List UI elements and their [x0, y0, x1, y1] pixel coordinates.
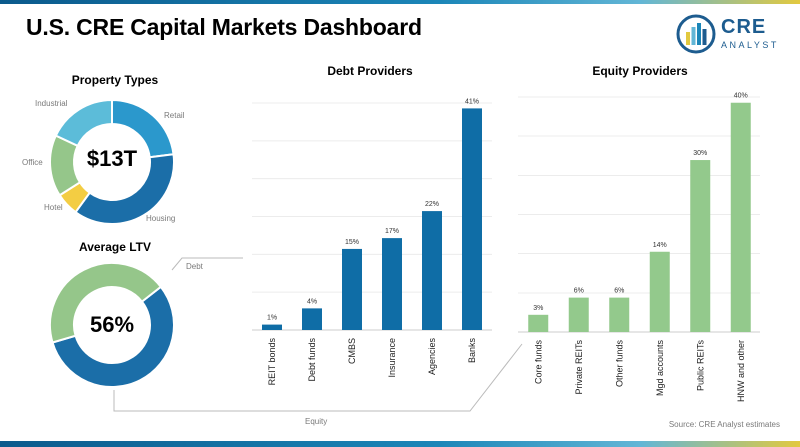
equity-bar-hnw-and-other [730, 102, 751, 332]
equity-connector-label: Equity [305, 417, 328, 426]
equity-value-label: 30% [693, 150, 707, 157]
property-total-value: $13T [86, 146, 138, 171]
top-accent-bar [0, 0, 800, 4]
source-note: Source: CRE Analyst estimates [668, 420, 780, 429]
property-types-title: Property Types [71, 73, 159, 87]
debt-bar-cmbs [342, 248, 362, 330]
bottom-accent-bar [0, 441, 800, 447]
average-ltv-title: Average LTV [78, 240, 152, 254]
equity-value-label: 3% [533, 305, 543, 312]
debt-category-label: Banks [467, 338, 477, 364]
debt-bar-agencies [422, 211, 442, 330]
donut-label-office: Office [22, 158, 43, 167]
donut-label-housing: Housing [146, 214, 176, 223]
debt-bar-banks [462, 108, 482, 331]
equity-value-label: 6% [574, 288, 584, 295]
debt-connector-line [171, 257, 243, 271]
equity-category-label: HNW and other [736, 340, 746, 402]
equity-bar-public-reits [690, 160, 711, 332]
cre-analyst-logo: CRE ANALYST [676, 14, 776, 56]
dashboard-title: U.S. CRE Capital Markets Dashboard [26, 14, 422, 40]
equity-value-label: 6% [614, 288, 624, 295]
equity-category-label: Mgd accounts [655, 340, 665, 397]
equity-value-label: 40% [734, 93, 748, 100]
debt-value-label: 1% [267, 315, 277, 322]
debt-bar-insurance [382, 238, 402, 330]
equity-connector-line [113, 343, 523, 412]
equity-category-label: Core funds [533, 340, 543, 385]
equity-bar-other-funds [609, 297, 630, 332]
debt-category-label: CMBS [347, 338, 357, 364]
donut-slice-industrial [54, 98, 113, 148]
donut-slice-retail [111, 98, 175, 159]
equity-bar-mgd-accounts [649, 251, 670, 332]
equity-providers-title: Equity Providers [592, 64, 688, 78]
debt-providers-title: Debt Providers [327, 64, 413, 78]
equity-bar-private-reits [568, 297, 589, 332]
equity-bar-core-funds [528, 314, 549, 332]
logo-subtitle: ANALYST [721, 40, 779, 50]
donut-slice-housing [74, 153, 175, 225]
debt-category-label: Insurance [387, 338, 397, 378]
debt-bar-reit-bonds [262, 324, 282, 330]
debt-category-label: REIT bonds [267, 338, 277, 386]
ltv-center-value: 56% [89, 312, 135, 337]
equity-category-label: Private REITs [574, 340, 584, 395]
logo-mark-icon [676, 14, 716, 54]
equity-category-label: Public REITs [695, 340, 705, 392]
donut-label-retail: Retail [164, 111, 185, 120]
donut-label-hotel: Hotel [44, 203, 63, 212]
donut-label-industrial: Industrial [35, 99, 68, 108]
debt-connector-label: Debt [186, 262, 203, 271]
debt-category-label: Agencies [427, 338, 437, 376]
debt-bar-debt-funds [302, 308, 322, 330]
equity-category-label: Other funds [614, 340, 624, 388]
debt-value-label: 17% [385, 228, 399, 235]
equity-value-label: 14% [653, 242, 667, 249]
debt-category-label: Debt funds [307, 338, 317, 382]
debt-value-label: 4% [307, 298, 317, 305]
logo-wordmark: CRE [721, 16, 767, 38]
ltv-slice-equity [49, 262, 163, 344]
debt-value-label: 15% [345, 239, 359, 246]
debt-value-label: 41% [465, 98, 479, 105]
ltv-slice-debt [51, 285, 175, 388]
debt-value-label: 22% [425, 201, 439, 208]
